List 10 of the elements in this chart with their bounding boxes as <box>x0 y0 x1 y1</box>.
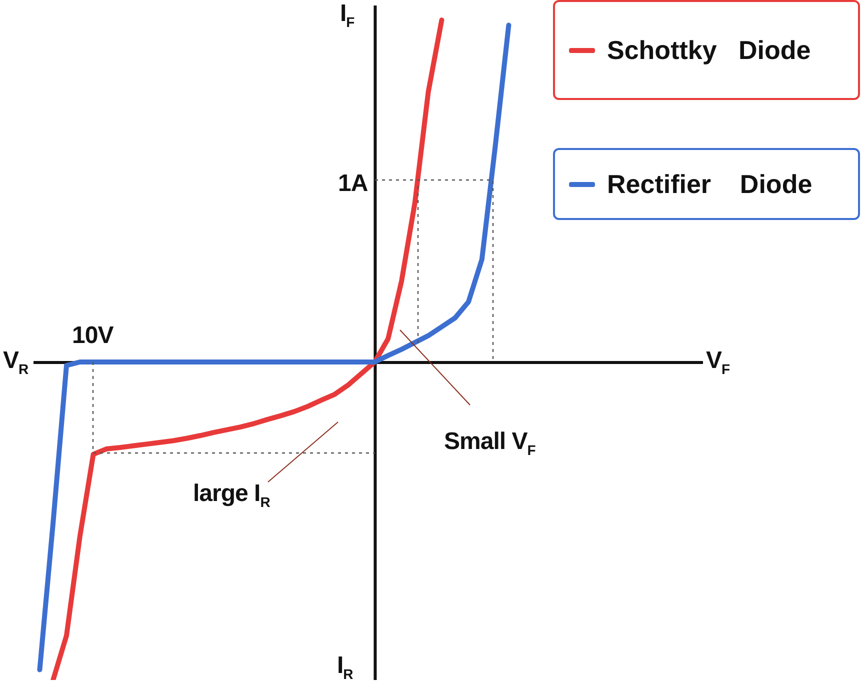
text: V$_{R}$ <box>3 347 28 377</box>
annotation: 1A <box>338 170 368 198</box>
annotation: I$_{F}$ <box>340 0 354 30</box>
legend-label: Rectifier Diode <box>607 168 812 200</box>
text: V$_{F}$ <box>706 347 730 377</box>
annotation: 10V <box>72 322 114 350</box>
annotation: Small V$_{F}$ <box>444 428 536 458</box>
legend-label: Schottky Diode <box>607 34 811 66</box>
annotation: I$_{R}$ <box>337 652 353 682</box>
annotation: large I$_{R}$ <box>193 480 270 510</box>
